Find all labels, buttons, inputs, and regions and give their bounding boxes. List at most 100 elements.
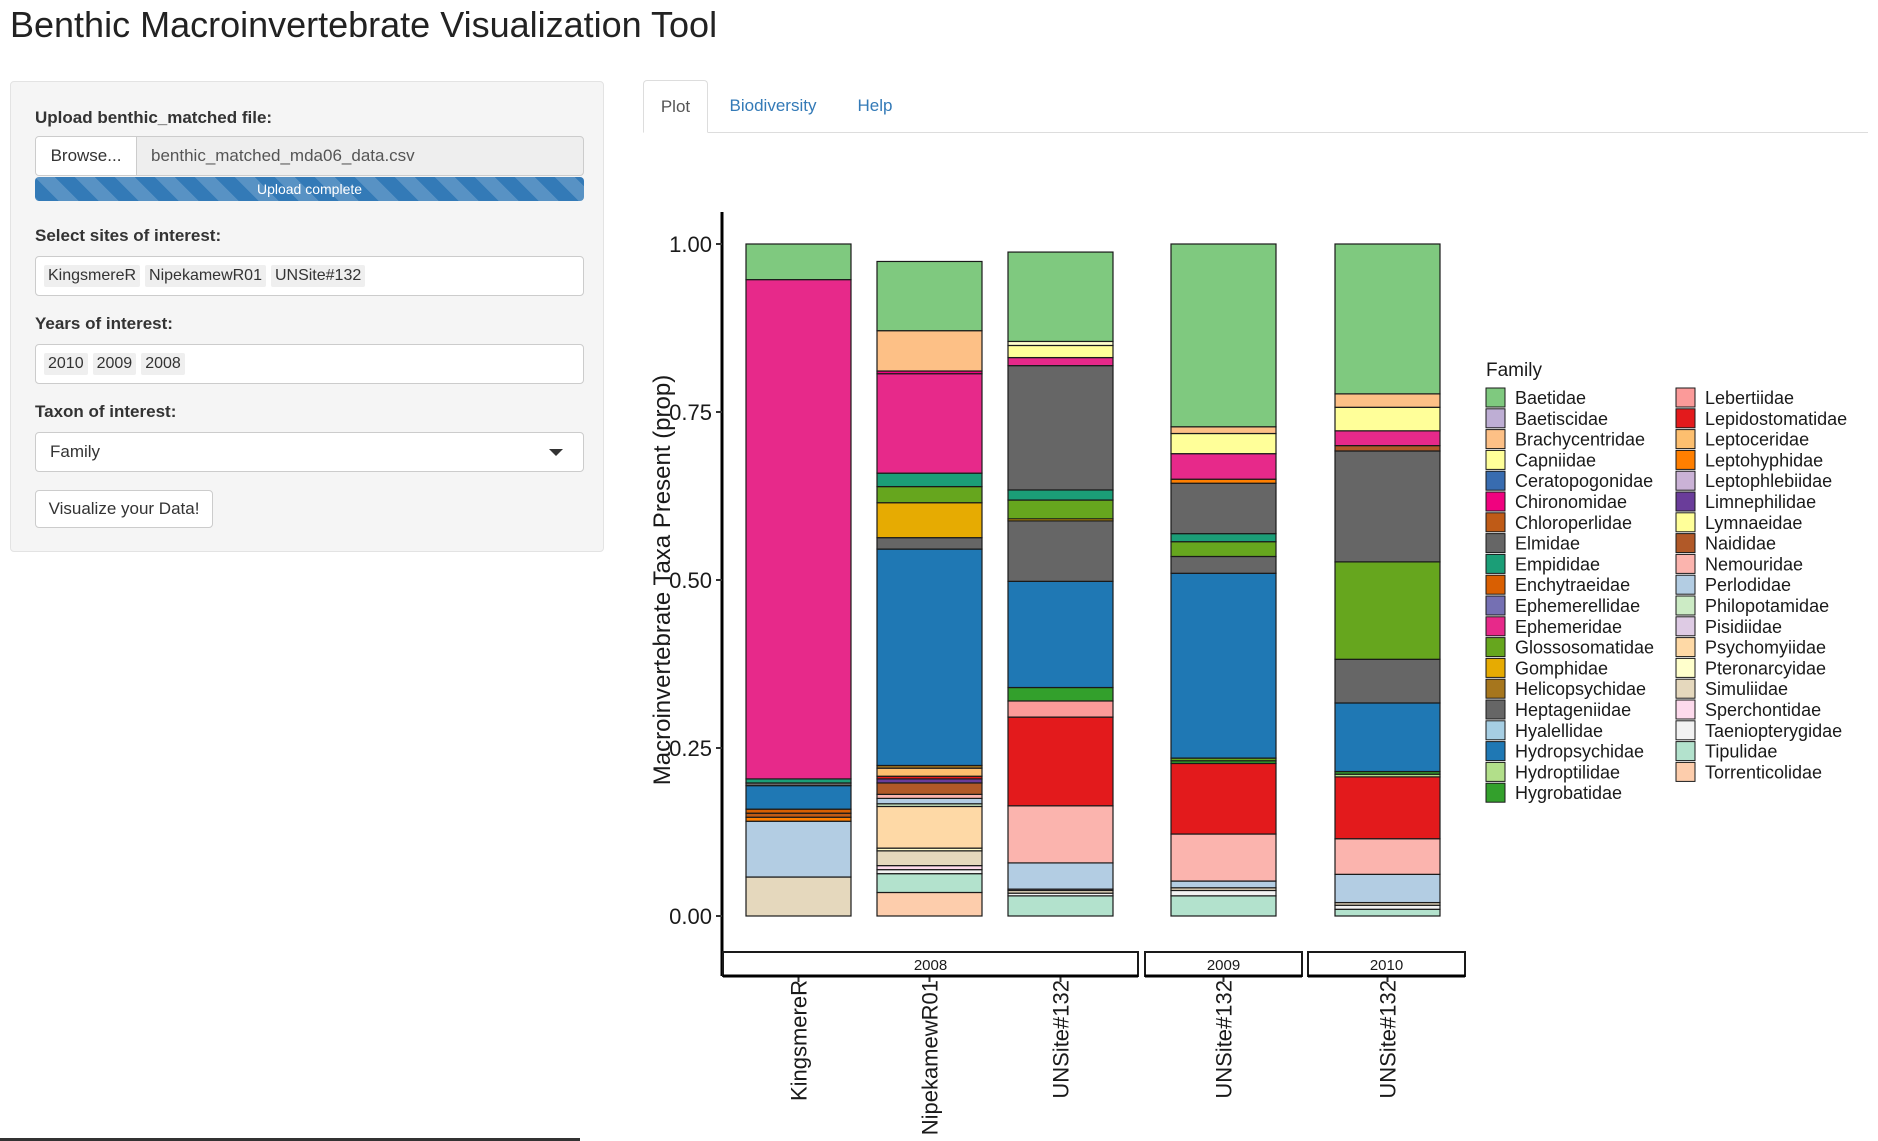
legend-swatch [1675,533,1696,554]
bar-segment [1334,393,1441,408]
legend-swatch [1485,678,1506,699]
bar-segment [1170,889,1277,897]
bar-segment [876,797,983,805]
legend-label: Hydroptilidae [1515,762,1620,782]
visualize-button[interactable]: Visualize your Data! [35,490,213,528]
legend-swatch [1675,637,1696,658]
legend-swatch [1485,387,1506,408]
bar-segment [1170,453,1277,480]
legend-swatch [1675,657,1696,678]
legend-swatch [1485,741,1506,762]
tab-plot[interactable]: Plot [643,80,708,133]
bar-segment [1170,432,1277,455]
bar-segment [1170,572,1277,759]
legend-swatch [1485,533,1506,554]
x-tick-label: UNSite#132 [1376,980,1401,1099]
legend-swatch [1485,449,1506,470]
year-chip[interactable]: 2010 [44,353,88,375]
upload-progress-text: Upload complete [256,181,363,197]
legend-label: Hyalellidae [1515,721,1603,741]
legend-label: Sperchontidae [1705,700,1821,720]
x-tick-label: NipekamewR01 [918,980,943,1135]
year-chip[interactable]: 2008 [141,353,185,375]
browse-button[interactable]: Browse... [36,137,137,175]
bar-segment [876,537,983,550]
legend-label: Lebertiidae [1705,388,1794,408]
x-tick-label: UNSite#132 [1049,980,1074,1099]
stacked-bar-chart: Macroinvertebrate Taxa Present (prop) 0.0… [649,212,1847,1135]
bar-segment [876,891,983,917]
x-tick-label: KingsmereR [787,980,812,1101]
bar-segment [1334,658,1441,704]
bar-segment [876,548,983,767]
legend-label: Chloroperlidae [1515,513,1632,533]
legend-swatch [1485,782,1506,803]
legend-label: Lymnaeidae [1705,513,1802,533]
sites-select[interactable]: KingsmereR NipekamewR01 UNSite#132 [35,256,584,296]
bar-segment [1007,340,1114,347]
bar-segment [1170,478,1277,484]
legend-label: Brachycentridae [1515,430,1645,450]
legend-swatch [1485,512,1506,533]
legend-swatch [1675,595,1696,616]
bar-segment [1007,365,1114,491]
legend-label: Ephemeridae [1515,617,1622,637]
legend-label: Enchytraeidae [1515,575,1630,595]
legend-label: Limnephilidae [1705,492,1816,512]
bar-segment [1334,702,1441,773]
legend-label: Naididae [1705,534,1776,554]
bar-segment [1170,762,1277,835]
legend-swatch [1675,429,1696,450]
facet-label: 2009 [1207,957,1240,974]
bar-segment [1334,445,1441,452]
bar-segment [876,260,983,332]
site-chip[interactable]: KingsmereR [44,265,141,287]
legend-swatch [1485,429,1506,450]
app-title: Benthic Macroinvertebrate Visualization … [10,4,718,45]
legend-label: Taeniopterygidae [1705,721,1842,741]
site-chip[interactable]: UNSite#132 [270,265,366,287]
legend-swatch [1675,720,1696,741]
legend-label: Empididae [1515,554,1600,574]
legend-swatch [1675,470,1696,491]
bar-segment [1007,489,1114,501]
file-input-group[interactable]: Browse... benthic_matched_mda06_data.csv [35,136,584,176]
bar-segment [1334,873,1441,904]
tab-help[interactable]: Help [857,96,893,115]
legend-swatch [1675,553,1696,574]
years-label: Years of interest: [35,314,173,333]
bar-segment [1334,450,1441,563]
bar-segment [1170,482,1277,535]
bar-segment [1170,533,1277,543]
taxon-label: Taxon of interest: [35,402,177,421]
bar-segment [1170,426,1277,435]
bar-segment [1007,805,1114,864]
bar-segment [745,279,852,780]
y-tick-label: 0.75 [669,400,712,425]
bar-segment [745,243,852,281]
bar-segment [1007,862,1114,890]
bar-segment [876,873,983,894]
bar-segment [1170,243,1277,428]
legend-label: Psychomyiidae [1705,638,1826,658]
bar-segment [1334,430,1441,447]
legend-label: Capniidae [1515,450,1596,470]
legend-label: Hygrobatidae [1515,783,1622,803]
year-chip[interactable]: 2009 [92,353,137,375]
bar-segment [876,782,983,795]
legend-swatch [1485,491,1506,512]
legend-swatch [1675,491,1696,512]
legend-label: Heptageniidae [1515,700,1631,720]
facet-strip [1144,951,1303,977]
legend-swatch [1485,553,1506,574]
legend-label: Simuliidae [1705,679,1788,699]
legend-label: Lepidostomatidae [1705,409,1847,429]
years-select[interactable]: 2010 2009 2008 [35,344,584,384]
legend-swatch [1485,761,1506,782]
tab-biodiversity[interactable]: Biodiversity [729,96,817,115]
bar-segment [1334,561,1441,660]
chevron-down-icon[interactable] [549,448,563,456]
site-chip[interactable]: NipekamewR01 [145,265,266,287]
taxon-dropdown[interactable]: Family [35,432,584,472]
bar-segment [1007,356,1114,367]
